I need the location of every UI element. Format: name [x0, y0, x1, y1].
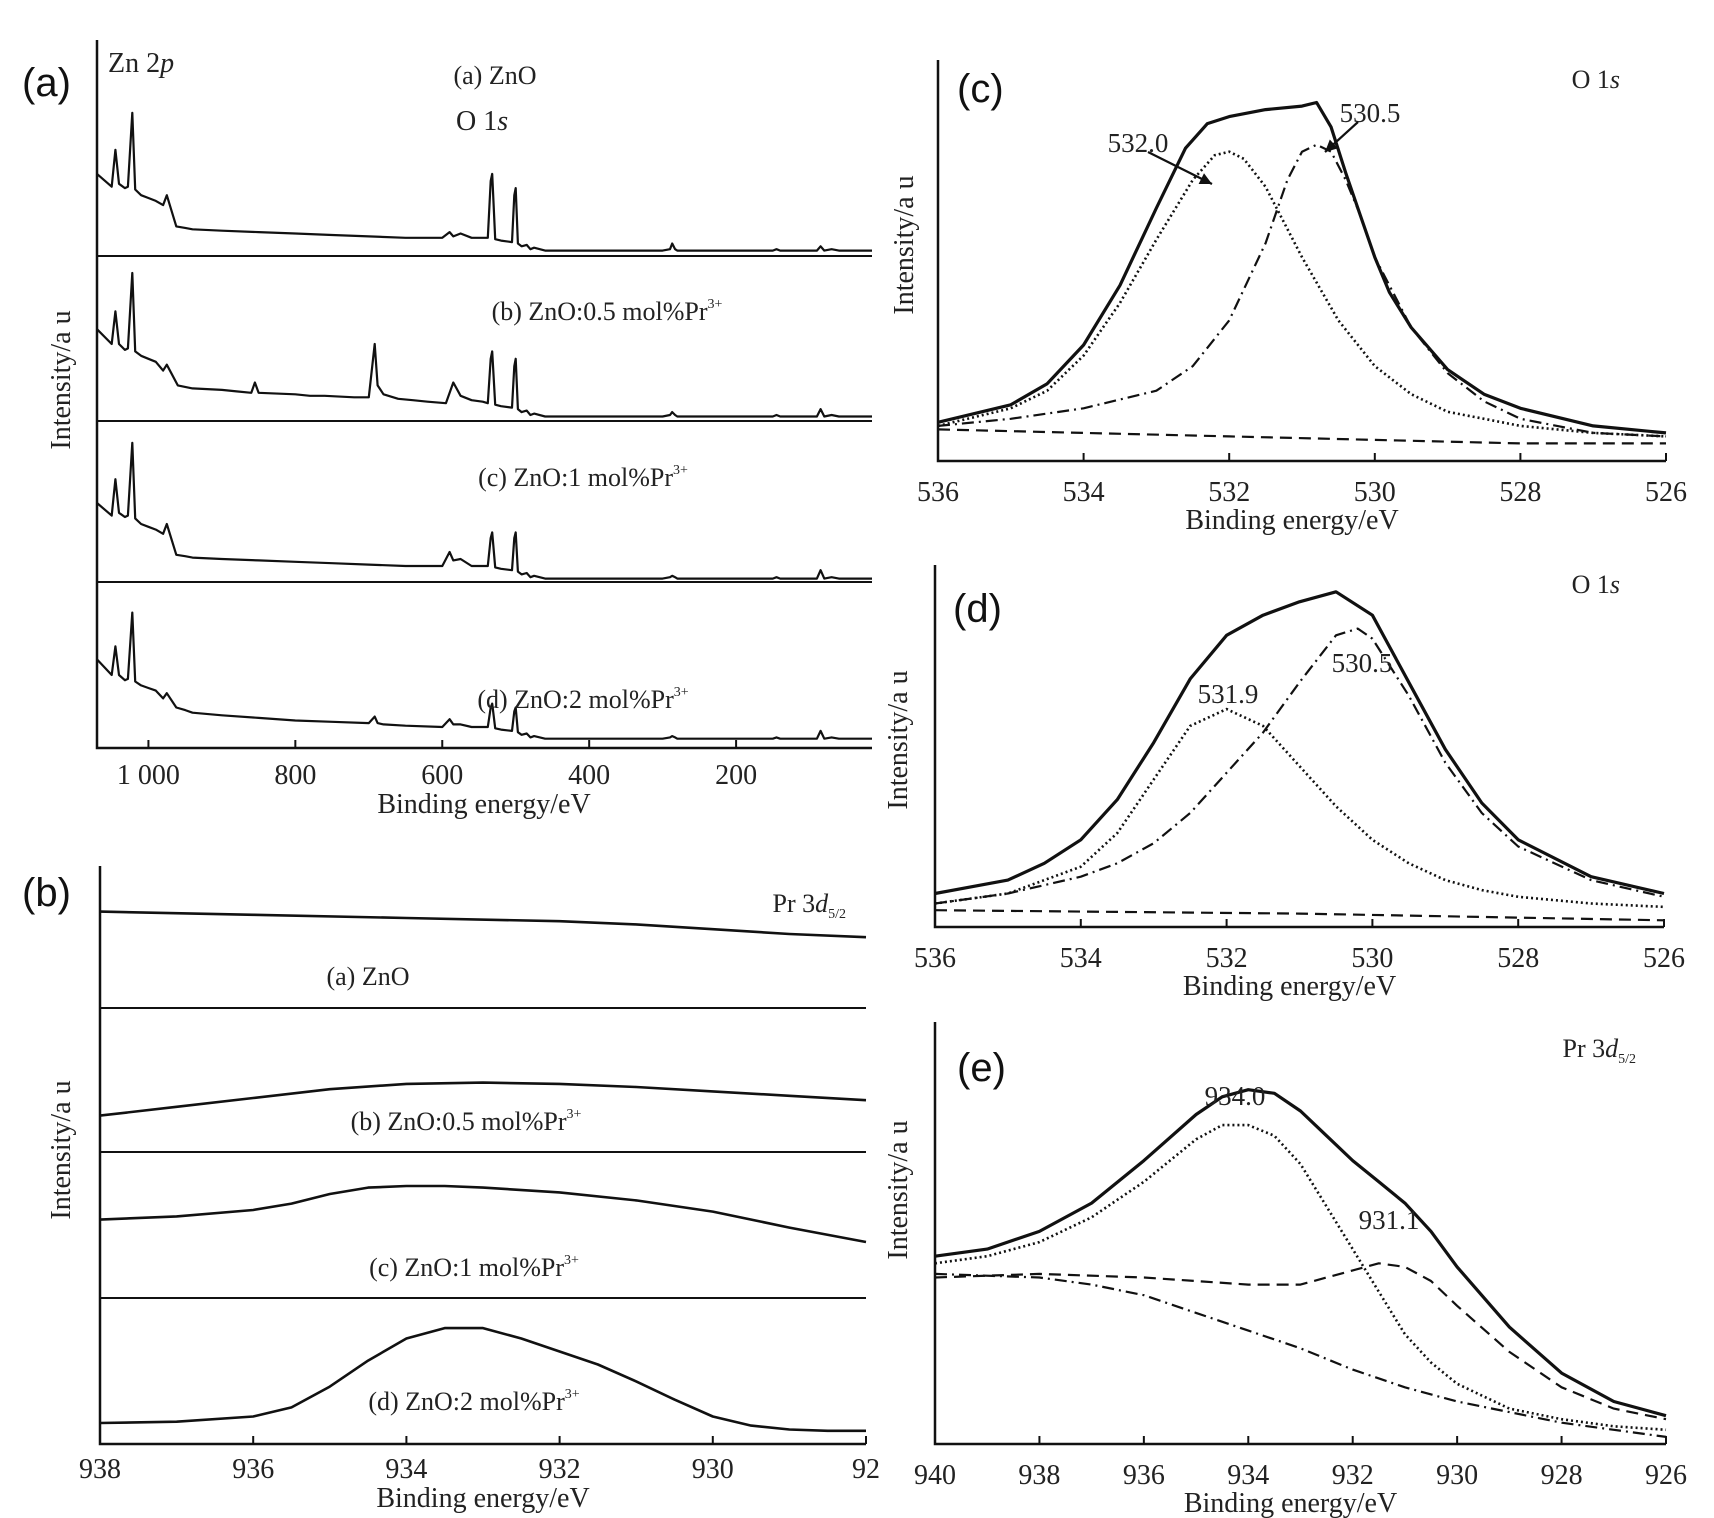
series-line-d-3 [934, 909, 1665, 922]
panel-label-b: (b) [22, 871, 71, 915]
x-tick-label-e-7: 926 [1645, 1460, 1687, 1491]
panel-label-e: (e) [957, 1046, 1006, 1090]
series-label-b-1: (b) ZnO:0.5 mol%Pr3+ [351, 1107, 582, 1136]
series-line-c-2 [937, 143, 1667, 438]
series-label-b-2: (c) ZnO:1 mol%Pr3+ [369, 1253, 579, 1282]
series-line-a-0 [96, 111, 872, 252]
y-axis-label-a: Intensity/a u [46, 310, 77, 449]
series-line-b-3 [99, 1326, 866, 1433]
x-tick-label-c-3: 530 [1354, 477, 1396, 508]
panel-title-e: Pr 3d5/2 [1562, 1034, 1636, 1067]
panel-title-b: Pr 3d5/2 [772, 889, 846, 922]
panel-label-a: (a) [22, 61, 71, 105]
x-tick-label-d-5: 526 [1643, 943, 1685, 974]
y-axis-label-e: Intensity/a u [883, 1120, 914, 1259]
x-axis-label-b: Binding energy/eV [376, 1483, 589, 1514]
annotation-o1s: O 1s [456, 106, 508, 137]
peak-label-d-0: 531.9 [1198, 679, 1259, 709]
series-line-c-0 [937, 100, 1667, 435]
series-line-e-1 [934, 1123, 1667, 1432]
series-line-b-1 [99, 1081, 867, 1117]
x-tick-label-e-1: 938 [1018, 1460, 1060, 1491]
series-line-b-2 [99, 1184, 867, 1244]
series-line-e-0 [934, 1088, 1667, 1418]
panel-label-d: (d) [953, 587, 1002, 631]
x-tick-label-b-5: 92 [852, 1454, 880, 1485]
series-line-c-3 [937, 428, 1666, 445]
series-line-c-1 [937, 150, 1667, 438]
x-tick-label-e-5: 930 [1436, 1460, 1478, 1491]
series-line-d-0 [934, 590, 1665, 896]
peak-label-e-1: 931.1 [1359, 1205, 1420, 1235]
x-tick-label-b-3: 932 [539, 1454, 581, 1485]
x-tick-label-a-0: 1 000 [117, 760, 180, 791]
panel-title-d: O 1s [1572, 570, 1620, 599]
chart-d: O 1s 531.9 530.5 536 534 532 530 528 526 Binding … [883, 565, 1685, 1002]
series-line-e-2 [934, 1262, 1667, 1421]
x-axis-label-c: Binding energy/eV [1185, 505, 1398, 536]
x-tick-label-d-4: 528 [1497, 943, 1539, 974]
x-tick-label-b-2: 934 [385, 1454, 427, 1485]
x-axis-label-d: Binding energy/eV [1183, 971, 1396, 1002]
y-axis-label-c: Intensity/a u [889, 175, 920, 314]
x-tick-label-e-0: 940 [914, 1460, 956, 1491]
series-label-a-2: (c) ZnO:1 mol%Pr3+ [478, 463, 688, 492]
x-tick-label-d-3: 530 [1351, 943, 1393, 974]
x-tick-label-c-0: 536 [917, 477, 959, 508]
x-axis-label-e: Binding energy/eV [1184, 1488, 1397, 1518]
x-tick-label-d-2: 532 [1206, 943, 1248, 974]
x-tick-label-a-3: 400 [568, 760, 610, 791]
panel-title-c: O 1s [1572, 65, 1620, 94]
axes-a [95, 40, 872, 750]
series-line-b-0 [99, 910, 867, 939]
peak-arrowhead-c-1 [1325, 139, 1338, 152]
peak-label-c-0: 532.0 [1108, 128, 1169, 158]
series-line-a-3 [96, 611, 872, 740]
x-tick-label-a-1: 800 [274, 760, 316, 791]
x-tick-label-d-1: 534 [1060, 943, 1102, 974]
chart-b: (a) ZnO (b) ZnO:0.5 mol%Pr3+ (c) ZnO:1 mol… [46, 866, 880, 1514]
x-tick-label-e-2: 936 [1123, 1460, 1165, 1491]
x-tick-label-e-6: 928 [1541, 1460, 1583, 1491]
x-tick-label-c-1: 534 [1063, 477, 1105, 508]
x-tick-label-e-3: 934 [1227, 1460, 1269, 1491]
y-axis-label-b: Intensity/a u [46, 1080, 77, 1219]
x-tick-label-a-2: 600 [421, 760, 463, 791]
series-label-b-3: (d) ZnO:2 mol%Pr3+ [368, 1387, 579, 1416]
peak-arrowhead-c-0 [1198, 173, 1212, 184]
series-label-a-1: (b) ZnO:0.5 mol%Pr3+ [492, 297, 723, 326]
annotation-zn2p: Zn 2p [108, 48, 174, 79]
x-tick-label-c-4: 528 [1499, 477, 1541, 508]
series-line-d-2 [934, 627, 1665, 905]
series-label-a-0: (a) ZnO [453, 61, 536, 90]
x-tick-label-c-5: 526 [1645, 477, 1687, 508]
peak-label-e-0: 934.0 [1205, 1081, 1266, 1111]
x-tick-label-d-0: 536 [914, 943, 956, 974]
x-tick-label-a-4: 200 [715, 760, 757, 791]
series-line-a-2 [96, 441, 872, 580]
x-tick-label-c-2: 532 [1208, 477, 1250, 508]
panel-label-c: (c) [957, 67, 1004, 111]
x-tick-label-e-4: 932 [1332, 1460, 1374, 1491]
series-label-a-3: (d) ZnO:2 mol%Pr3+ [477, 685, 688, 714]
x-tick-label-b-4: 930 [692, 1454, 734, 1485]
y-axis-label-d: Intensity/a u [883, 670, 914, 809]
x-tick-label-b-0: 938 [79, 1454, 121, 1485]
chart-a: (a) ZnO (b) ZnO:0.5 mol%Pr3+ (c) ZnO:1 mol… [46, 40, 872, 820]
peak-label-c-1: 530.5 [1340, 98, 1401, 128]
series-label-b-0: (a) ZnO [326, 962, 409, 991]
peak-label-d-1: 530.5 [1332, 648, 1393, 678]
series-line-a-1 [96, 271, 872, 418]
x-axis-label-a: Binding energy/eV [377, 789, 590, 820]
x-tick-label-b-1: 936 [232, 1454, 274, 1485]
chart-c: O 1s 532.0 530.5 536 534 532 530 528 526 Binding … [889, 60, 1687, 536]
chart-e: Pr 3d5/2 934.0 931.1 940 938 936 934 932 930 928 9… [883, 1022, 1687, 1518]
